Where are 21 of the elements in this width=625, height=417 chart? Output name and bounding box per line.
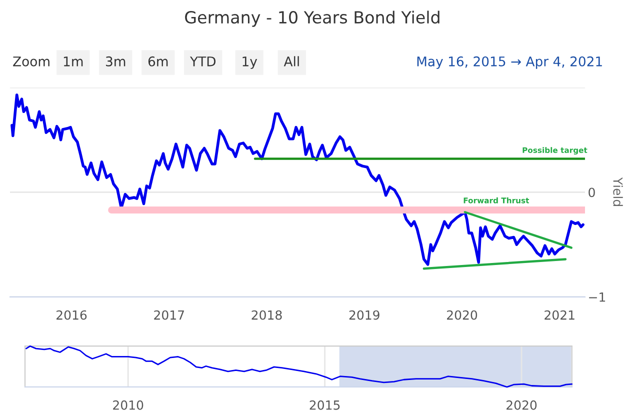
text: May 16, 2015 → Apr 4, 2021 <box>417 56 602 69</box>
text: 1y <box>242 56 258 69</box>
x-tick-label: 2017 <box>154 310 184 320</box>
x-tick-label: 2018 <box>252 310 282 320</box>
text: All <box>284 56 299 66</box>
y-axis-title: Yield <box>613 177 623 206</box>
x-tick-label: 2021 <box>544 310 574 320</box>
x-tick-label: 2020 <box>506 400 537 410</box>
text: 1m <box>64 56 83 66</box>
y-tick-label: −1 <box>589 292 606 302</box>
y-tick-label: 0 <box>588 188 595 198</box>
chart-title: Germany - 10 Years Bond Yield <box>185 10 440 27</box>
x-tick-label: 2015 <box>310 400 340 410</box>
x-tick-label: 2016 <box>56 310 87 320</box>
text: 3m <box>106 56 126 66</box>
text: Zoom <box>13 56 50 66</box>
x-tick-label: 2010 <box>113 400 144 410</box>
text: YTD <box>190 56 216 66</box>
x-tick-label: 2020 <box>447 310 478 320</box>
text: 6m <box>148 56 168 66</box>
x-tick-label: 2019 <box>349 310 380 320</box>
